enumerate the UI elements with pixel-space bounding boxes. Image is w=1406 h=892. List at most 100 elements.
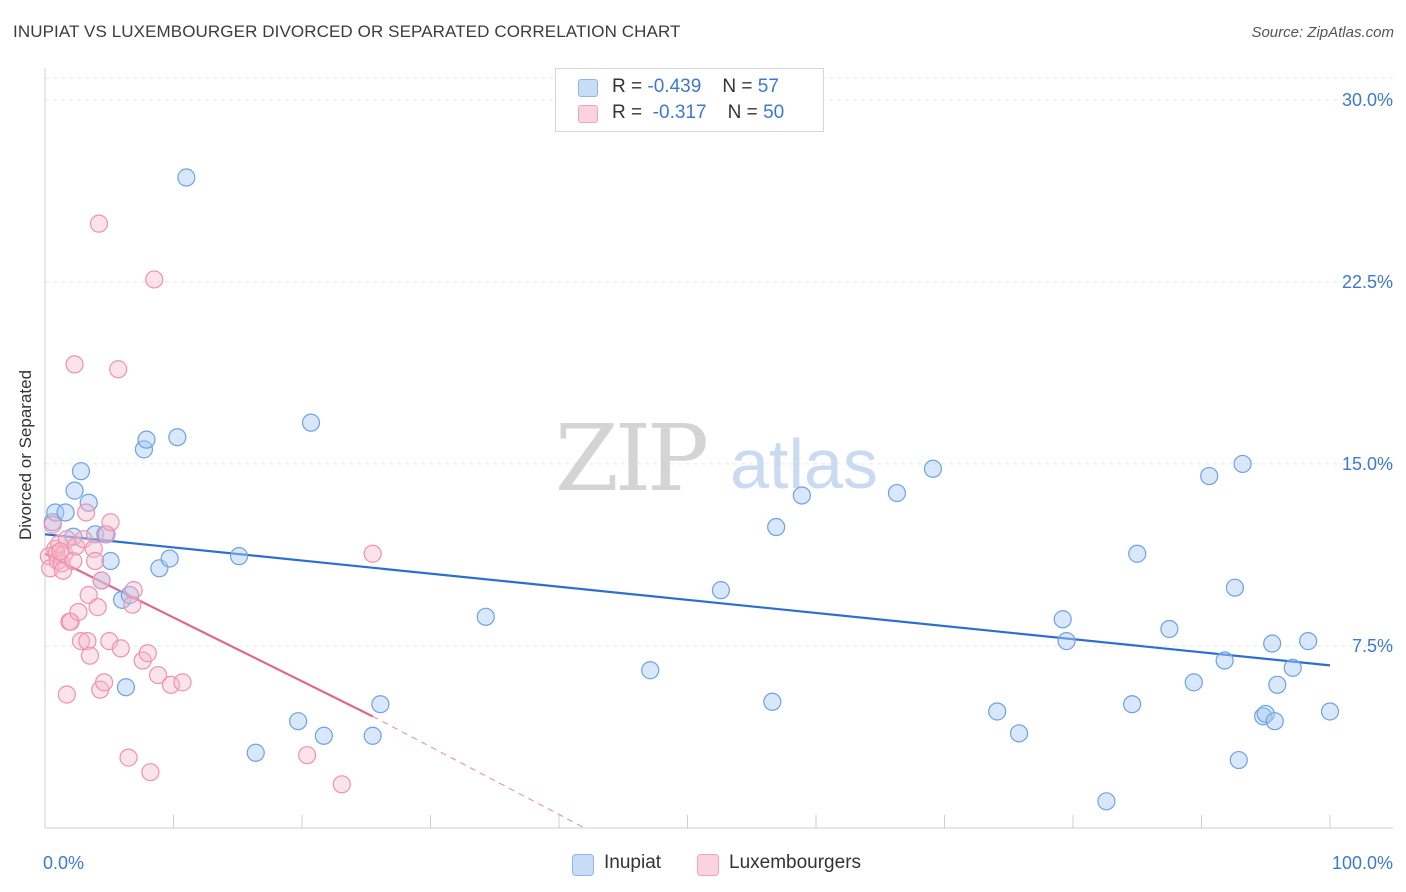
point-inupiat — [137, 430, 156, 449]
point-inupiat — [988, 702, 1007, 721]
point-inupiat — [1215, 651, 1234, 670]
y-tick-label: 15.0% — [1342, 454, 1393, 474]
point-luxembourgers — [141, 763, 160, 782]
point-inupiat — [1057, 632, 1076, 651]
legend-n-label: N = — [727, 102, 758, 123]
point-luxembourgers — [101, 513, 120, 532]
watermark-atlas: atlas — [730, 425, 878, 503]
point-inupiat — [101, 551, 120, 571]
point-inupiat — [363, 726, 382, 745]
point-inupiat — [116, 678, 136, 697]
bottom-legend-label-inupiat: Inupiat — [604, 852, 662, 873]
point-inupiat — [1229, 750, 1248, 770]
point-inupiat — [476, 607, 495, 626]
point-inupiat — [1233, 454, 1252, 474]
point-inupiat — [1160, 619, 1179, 639]
point-inupiat — [1265, 712, 1284, 731]
point-luxembourgers — [332, 775, 351, 794]
point-luxembourgers — [148, 665, 168, 685]
legend-n-value-luxembourgers: 50 — [763, 102, 785, 123]
point-luxembourgers — [109, 360, 128, 379]
point-inupiat — [792, 486, 811, 505]
point-luxembourgers — [138, 644, 157, 663]
tick-labels: 7.5% 15.0% 22.5% 30.0% 0.0% 100.0% — [43, 90, 1393, 873]
point-luxembourgers — [123, 595, 142, 614]
point-luxembourgers — [71, 632, 91, 651]
axes — [44, 68, 1393, 829]
legend-swatch-inupiat — [578, 79, 598, 97]
legend-r-value-luxembourgers: -0.317 — [652, 102, 707, 123]
point-inupiat — [923, 459, 943, 478]
point-luxembourgers — [97, 525, 116, 544]
point-luxembourgers — [43, 515, 62, 534]
point-inupiat — [1128, 544, 1147, 563]
legend-r-label: R = — [612, 76, 643, 97]
y-tick-label: 7.5% — [1352, 636, 1393, 656]
point-inupiat — [767, 517, 786, 537]
y-tick-label: 22.5% — [1342, 272, 1393, 292]
point-inupiat — [641, 661, 660, 680]
watermark: ZIP atlas — [555, 405, 878, 512]
source-credit: Source: ZipAtlas.com — [1251, 24, 1394, 41]
point-luxembourgers — [173, 673, 192, 692]
watermark-zip: ZIP — [555, 405, 706, 512]
point-inupiat — [887, 483, 907, 503]
point-luxembourgers — [77, 503, 96, 522]
point-luxembourgers — [92, 571, 111, 590]
trend-line-inupiat — [44, 533, 1331, 667]
point-inupiat — [1009, 724, 1029, 743]
point-inupiat — [1053, 610, 1072, 629]
point-inupiat — [1299, 632, 1318, 651]
x-tick-label-min: 0.0% — [43, 853, 84, 873]
point-inupiat — [168, 428, 187, 447]
point-inupiat — [1225, 578, 1245, 597]
point-inupiat — [289, 712, 308, 731]
point-luxembourgers — [86, 551, 105, 571]
chart-title: INUPIAT VS LUXEMBOURGER DIVORCED OR SEPA… — [13, 22, 681, 41]
bottom-legend-swatch-inupiat — [572, 854, 594, 876]
point-luxembourgers — [298, 746, 317, 765]
point-inupiat — [314, 726, 333, 745]
point-luxembourgers — [79, 585, 98, 605]
point-luxembourgers — [95, 673, 114, 692]
point-inupiat — [56, 503, 75, 522]
legend-r-label: R = — [612, 102, 643, 123]
point-inupiat — [1268, 675, 1287, 694]
point-luxembourgers — [57, 685, 76, 704]
point-inupiat — [1097, 792, 1116, 811]
point-luxembourgers — [78, 632, 97, 651]
bottom-legend-label-luxembourgers: Luxembourgers — [729, 852, 862, 873]
point-luxembourgers — [65, 355, 84, 374]
point-inupiat — [177, 168, 196, 187]
bottom-legend-swatch-luxembourgers — [697, 854, 719, 876]
y-tick-label: 30.0% — [1342, 90, 1393, 110]
point-inupiat — [160, 549, 179, 568]
point-luxembourgers — [69, 602, 88, 622]
legend-swatch-luxembourgers — [578, 105, 598, 123]
point-luxembourgers — [88, 598, 107, 617]
point-inupiat — [1200, 466, 1219, 486]
point-inupiat — [71, 462, 91, 481]
point-luxembourgers — [145, 270, 164, 289]
point-luxembourgers — [119, 748, 138, 767]
point-inupiat — [1184, 673, 1203, 692]
point-inupiat — [1123, 695, 1142, 714]
trend-extension-luxembourgers — [372, 715, 585, 829]
x-tick-label-max: 100.0% — [1332, 853, 1393, 873]
legend-n-value-inupiat: 57 — [757, 76, 779, 97]
point-luxembourgers — [124, 581, 143, 600]
legend-r-value-inupiat: -0.439 — [647, 76, 702, 97]
point-luxembourgers — [161, 675, 181, 694]
y-axis-label: Divorced or Separated — [16, 369, 35, 541]
point-luxembourgers — [89, 214, 109, 233]
point-inupiat — [763, 692, 782, 711]
gridlines — [45, 77, 1393, 647]
point-luxembourgers — [111, 639, 130, 658]
point-luxembourgers — [363, 544, 382, 563]
point-luxembourgers — [64, 551, 83, 571]
trend-line-luxembourgers — [44, 552, 374, 718]
point-luxembourgers — [80, 646, 100, 665]
data-points — [39, 168, 1340, 811]
point-inupiat — [229, 547, 249, 566]
